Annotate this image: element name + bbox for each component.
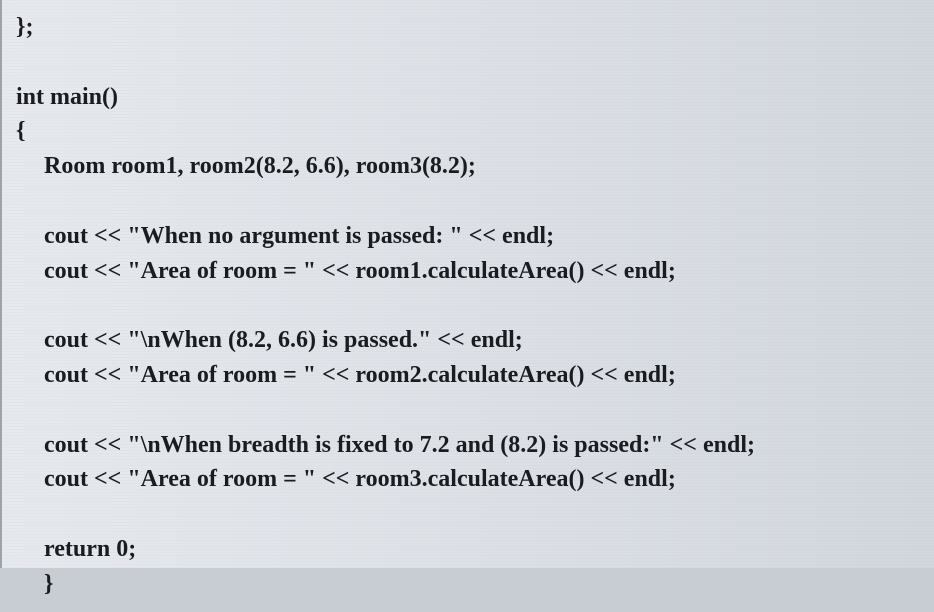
source-code-block: }; int main() { Room room1, room2(8.2, 6… — [2, 0, 934, 612]
code-line — [16, 501, 44, 527]
code-editor-panel: }; int main() { Room room1, room2(8.2, 6… — [0, 0, 934, 568]
code-line — [16, 292, 44, 318]
code-line: cout << "Area of room = " << room2.calcu… — [16, 362, 676, 388]
code-line: cout << "When no argument is passed: " <… — [16, 223, 554, 249]
code-line: cout << "Area of room = " << room3.calcu… — [16, 466, 676, 492]
code-line: cout << "Area of room = " << room1.calcu… — [16, 258, 676, 284]
code-line: cout << "\nWhen (8.2, 6.6) is passed." <… — [16, 327, 523, 353]
code-line: return 0; — [16, 536, 136, 562]
code-line: Room room1, room2(8.2, 6.6), room3(8.2); — [16, 153, 476, 179]
code-line: cout << "\nWhen breadth is fixed to 7.2 … — [16, 432, 755, 458]
code-line: { — [16, 118, 25, 144]
code-line — [16, 397, 44, 423]
code-line: }; — [16, 14, 33, 40]
code-line — [16, 188, 44, 214]
code-line: int main() — [16, 84, 118, 110]
code-line: } — [16, 571, 53, 597]
